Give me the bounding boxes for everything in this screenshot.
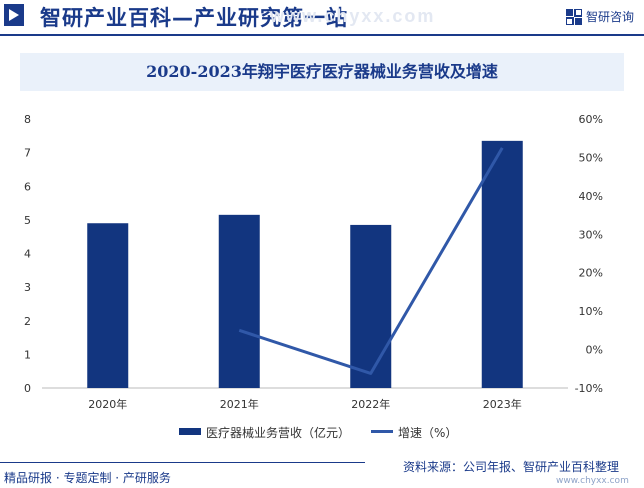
y-left-tick-label: 1: [24, 348, 31, 361]
y-right-tick-label: 30%: [579, 228, 603, 241]
header-watermark: www.chyxx.com: [270, 6, 436, 26]
y-left-tick-label: 5: [24, 214, 31, 227]
legend-bar-swatch: [179, 428, 201, 435]
header-bar: 智研产业百科—产业研究第一站 www.chyxx.com 智研咨询: [0, 0, 644, 34]
x-tick-label: 2022年: [351, 397, 390, 411]
y-right-tick-label: -10%: [575, 382, 603, 395]
header-title: 智研产业百科—产业研究第一站: [40, 6, 348, 30]
footer-source: 资料来源：公司年报、智研产业百科整理: [403, 460, 620, 474]
brand-mark-icon: [4, 4, 24, 26]
y-right-tick-label: 60%: [579, 113, 603, 126]
bar: [350, 224, 392, 388]
y-left-tick-label: 4: [24, 248, 31, 261]
y-left-tick-label: 8: [24, 113, 31, 126]
y-left-tick-label: 0: [24, 382, 31, 395]
bar: [87, 223, 129, 388]
bar: [218, 214, 260, 388]
y-left-tick-label: 6: [24, 180, 31, 193]
footer-divider: [0, 462, 365, 463]
footer-url: www.chyxx.com: [556, 476, 629, 486]
chart-title: 2020-2023年翔宇医疗医疗器械业务营收及增速: [146, 62, 498, 81]
chart-title-band: 2020-2023年翔宇医疗医疗器械业务营收及增速: [20, 53, 624, 91]
y-left-tick-label: 7: [24, 147, 31, 160]
y-right-tick-label: 40%: [579, 190, 603, 203]
bar: [481, 140, 523, 388]
footer-tagline: 精品研报 · 专题定制 · 产研服务: [4, 471, 171, 485]
logo-icon: [566, 9, 582, 25]
x-tick-label: 2020年: [88, 397, 127, 411]
x-tick-label: 2021年: [220, 397, 259, 411]
legend-line-label: 增速（%）: [398, 426, 458, 440]
legend-line-swatch: [371, 430, 393, 433]
y-right-tick-label: 20%: [579, 267, 603, 280]
legend-bar-label: 医疗器械业务营收（亿元）: [206, 426, 351, 440]
y-left-tick-label: 2: [24, 315, 31, 328]
growth-line: [238, 147, 504, 375]
header-divider: [0, 34, 644, 36]
y-right-tick-label: 10%: [579, 305, 603, 318]
y-right-tick-label: 0%: [586, 344, 603, 357]
logo-text: 智研咨询: [586, 10, 635, 24]
x-tick-label: 2023年: [483, 397, 522, 411]
y-left-tick-label: 3: [24, 281, 31, 294]
y-right-tick-label: 50%: [579, 151, 603, 164]
